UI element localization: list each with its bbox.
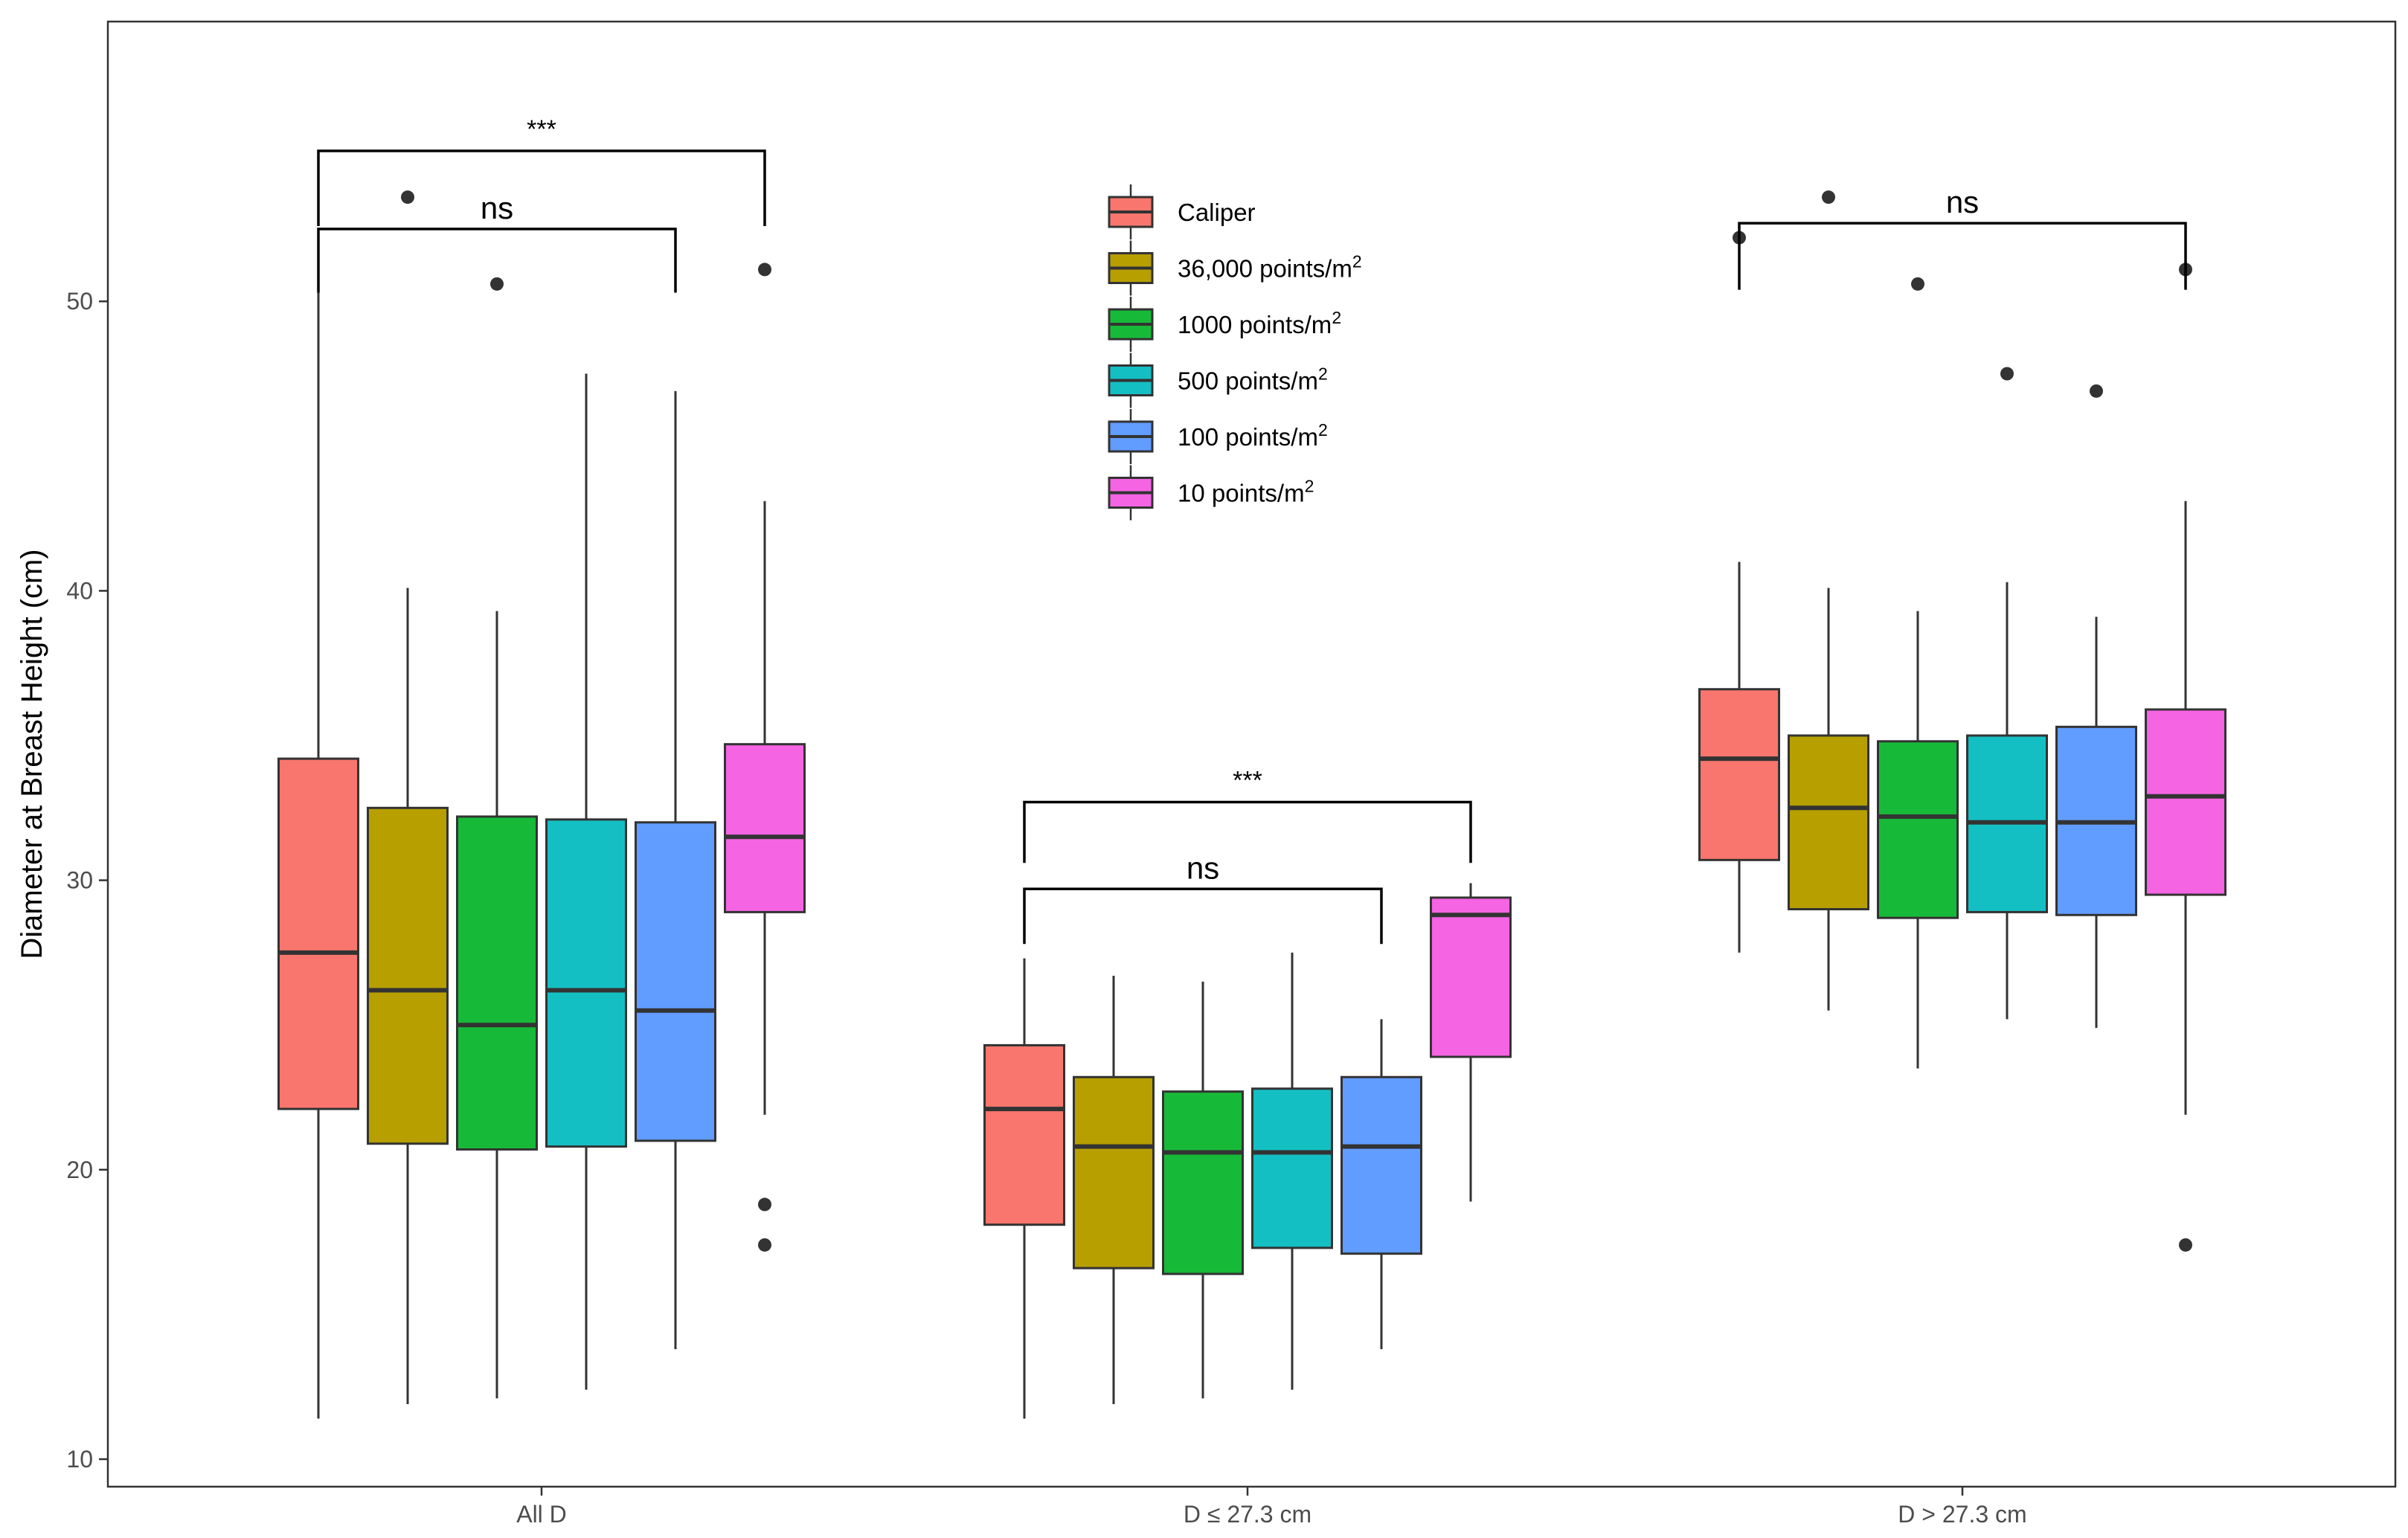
- outlier-point-0: [490, 277, 504, 291]
- bracket-line: [1023, 887, 1383, 945]
- bracket-line: [1023, 800, 1472, 863]
- box-500-points-m2-group-0: [545, 373, 627, 1390]
- box-iqr: [724, 743, 806, 913]
- box-iqr: [635, 821, 716, 1142]
- box-36-000-points-m2-group-1: [1073, 976, 1155, 1405]
- plot-panel-border: [106, 20, 2397, 1488]
- box-iqr: [1788, 734, 1869, 911]
- y-axis: 10 20 30 40 50: [66, 288, 108, 1473]
- box-iqr: [1430, 896, 1512, 1058]
- significance-label: ***: [1233, 767, 1262, 795]
- x-tick-label-d-27-3-cm: D ≤ 27.3 cm: [1184, 1501, 1311, 1528]
- legend-item-10-points-m2: 10 points/m2: [1108, 465, 1314, 521]
- significance-label: ***: [527, 115, 556, 144]
- legend-item-caliper: Caliper: [1108, 184, 1256, 239]
- box-iqr: [367, 806, 449, 1145]
- outlier-point-0: [1822, 190, 1835, 205]
- outlier-point-0: [401, 190, 414, 205]
- legend-item-100-points-m2: 100 points/m2: [1108, 409, 1328, 464]
- box-500-points-m2-group-1: [1251, 952, 1333, 1390]
- bracket-line: [317, 149, 766, 227]
- box-iqr: [1877, 740, 1959, 919]
- y-tick-label-50: 50: [66, 288, 93, 315]
- box-iqr: [545, 818, 627, 1148]
- box-iqr: [2145, 708, 2226, 896]
- box-10-points-m2-group-1: [1430, 883, 1512, 1202]
- legend-item-36-000-points-m2: 36,000 points/m2: [1108, 240, 1362, 296]
- significance-bracket-1: ns: [317, 190, 677, 293]
- bracket-line: [317, 228, 677, 293]
- box-iqr: [277, 757, 359, 1110]
- y-tick-label-40: 40: [66, 577, 93, 604]
- box-iqr: [1341, 1075, 1422, 1255]
- box-10-points-m2-group-2: [2145, 263, 2226, 1252]
- box-1000-points-m2-group-1: [1162, 981, 1244, 1399]
- box-36-000-points-m2-group-2: [1788, 190, 1869, 1011]
- significance-label: ns: [1187, 850, 1219, 885]
- box-iqr: [983, 1043, 1065, 1226]
- outlier-point-0: [2090, 384, 2103, 398]
- box-layer: [277, 190, 2226, 1419]
- x-tick-label-d-27-3-cm: D > 27.3 cm: [1898, 1501, 2026, 1528]
- outlier-point-1: [758, 1197, 771, 1212]
- outlier-point-0: [1911, 277, 1924, 291]
- significance-label: ns: [481, 190, 513, 225]
- legend: Caliper 36,000 points/m2 1000 points/m2 500…: [1108, 184, 1362, 521]
- box-iqr: [1073, 1075, 1155, 1270]
- outlier-point-1: [2179, 1238, 2192, 1252]
- box-500-points-m2-group-2: [1966, 367, 2048, 1020]
- box-iqr: [1698, 688, 1780, 861]
- box-100-points-m2-group-2: [2055, 384, 2137, 1029]
- y-axis-title: Diameter at Breast Height (cm): [16, 549, 48, 959]
- box-1000-points-m2-group-0: [456, 277, 538, 1399]
- legend-item-1000-points-m2: 1000 points/m2: [1108, 297, 1341, 352]
- box-10-points-m2-group-0: [724, 263, 806, 1252]
- legend-label: Caliper: [1178, 199, 1256, 226]
- box-100-points-m2-group-0: [635, 390, 716, 1350]
- significance-label: ns: [1946, 184, 1979, 219]
- box-100-points-m2-group-1: [1341, 1019, 1422, 1350]
- significance-bracket-0: ***: [317, 115, 766, 227]
- outlier-point-2: [758, 1238, 771, 1252]
- box-1000-points-m2-group-2: [1877, 277, 1959, 1069]
- box-caliper-group-1: [983, 958, 1065, 1419]
- outlier-point-0: [758, 263, 771, 277]
- legend-label: 36,000 points/m2: [1178, 252, 1362, 283]
- significance-bracket-2: ***: [1023, 767, 1472, 863]
- significance-bracket-3: ns: [1023, 850, 1383, 945]
- legend-label: 1000 points/m2: [1178, 308, 1341, 338]
- x-tick-label-all-d: All D: [516, 1501, 567, 1528]
- significance-annotations: *** ns *** ns ns: [317, 115, 2187, 945]
- legend-label: 100 points/m2: [1178, 420, 1328, 451]
- box-iqr: [1162, 1090, 1244, 1275]
- box-caliper-group-0: [277, 237, 359, 1419]
- legend-label: 500 points/m2: [1178, 364, 1328, 395]
- legend-item-500-points-m2: 500 points/m2: [1108, 353, 1328, 408]
- y-tick-label-20: 20: [66, 1156, 93, 1183]
- y-tick-label-30: 30: [66, 867, 93, 894]
- significance-bracket-4: ns: [1738, 184, 2187, 290]
- outlier-point-0: [2000, 367, 2014, 381]
- box-iqr: [456, 815, 538, 1151]
- x-axis: All D D ≤ 27.3 cm D > 27.3 cm: [516, 1487, 2027, 1528]
- box-iqr: [1251, 1087, 1333, 1249]
- box-36-000-points-m2-group-0: [367, 190, 449, 1405]
- bracket-line: [1738, 222, 2187, 290]
- y-tick-label-10: 10: [66, 1446, 93, 1473]
- legend-label: 10 points/m2: [1178, 477, 1314, 507]
- box-caliper-group-2: [1698, 231, 1780, 953]
